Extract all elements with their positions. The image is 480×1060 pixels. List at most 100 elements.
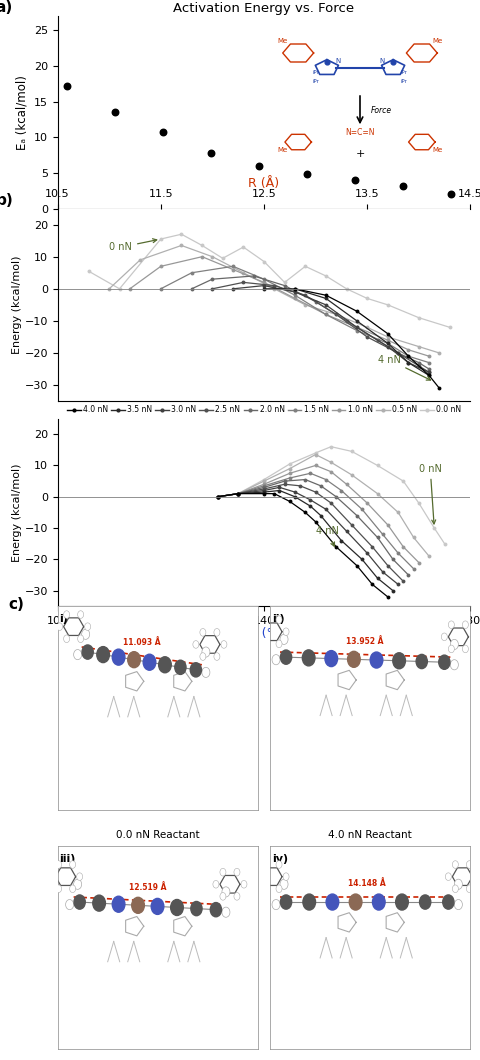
- Circle shape: [56, 861, 61, 868]
- Circle shape: [370, 652, 383, 668]
- Circle shape: [190, 662, 202, 677]
- Point: [399, 177, 407, 194]
- Text: 4 nN: 4 nN: [316, 527, 338, 546]
- Text: θ: θ: [113, 475, 117, 480]
- Text: iPr: iPr: [401, 78, 408, 84]
- Point: [303, 165, 311, 182]
- Text: R: R: [108, 447, 112, 454]
- Y-axis label: Energy (kcal/mol): Energy (kcal/mol): [12, 463, 22, 562]
- Text: 11.093 Å: 11.093 Å: [123, 638, 161, 647]
- Text: N: N: [336, 57, 340, 64]
- Circle shape: [210, 902, 221, 917]
- Circle shape: [276, 861, 282, 868]
- Text: iv): iv): [272, 853, 288, 864]
- Circle shape: [393, 653, 406, 669]
- Point: [389, 53, 397, 70]
- Point: [111, 104, 119, 121]
- Circle shape: [467, 861, 472, 868]
- Circle shape: [349, 894, 362, 911]
- Circle shape: [455, 900, 462, 909]
- Circle shape: [276, 640, 282, 648]
- Circle shape: [276, 616, 282, 623]
- Circle shape: [175, 660, 186, 674]
- Point: [255, 158, 263, 175]
- Circle shape: [84, 623, 91, 631]
- Circle shape: [143, 654, 156, 670]
- Circle shape: [325, 651, 337, 667]
- Circle shape: [452, 861, 458, 868]
- Circle shape: [73, 879, 82, 889]
- Circle shape: [82, 630, 90, 639]
- Text: iPr: iPr: [312, 78, 319, 84]
- Circle shape: [202, 647, 210, 657]
- Text: N: N: [94, 475, 99, 480]
- Circle shape: [234, 868, 240, 876]
- Circle shape: [450, 639, 458, 650]
- Text: i): i): [60, 614, 69, 624]
- Point: [323, 53, 331, 70]
- Circle shape: [128, 652, 140, 668]
- Circle shape: [56, 885, 61, 893]
- Circle shape: [441, 633, 447, 640]
- Text: iii): iii): [60, 853, 76, 864]
- Circle shape: [467, 885, 472, 893]
- Text: N=C=N: N=C=N: [345, 127, 375, 137]
- Text: Force: Force: [371, 106, 392, 116]
- Text: Me: Me: [152, 452, 161, 457]
- Text: iPr: iPr: [312, 70, 319, 75]
- Text: Me: Me: [432, 147, 443, 154]
- Circle shape: [283, 872, 289, 881]
- Text: 14.148 Å: 14.148 Å: [348, 879, 386, 888]
- Point: [63, 77, 71, 94]
- Circle shape: [220, 868, 226, 876]
- Circle shape: [158, 657, 171, 673]
- Circle shape: [439, 655, 450, 669]
- Circle shape: [78, 635, 84, 642]
- Text: N: N: [380, 57, 384, 64]
- Circle shape: [326, 894, 339, 911]
- Circle shape: [455, 879, 462, 889]
- Text: 0 nN: 0 nN: [109, 238, 156, 252]
- Text: c): c): [8, 598, 24, 613]
- Circle shape: [214, 653, 220, 660]
- Circle shape: [443, 895, 454, 909]
- Circle shape: [112, 896, 125, 913]
- Circle shape: [272, 900, 280, 909]
- Circle shape: [200, 629, 206, 636]
- Text: 12.519 Å: 12.519 Å: [129, 883, 167, 891]
- Circle shape: [462, 621, 468, 629]
- Circle shape: [445, 872, 451, 881]
- Y-axis label: Energy (kcal/mol): Energy (kcal/mol): [12, 255, 22, 354]
- Text: iPr: iPr: [401, 70, 408, 75]
- Circle shape: [97, 647, 109, 662]
- X-axis label: R (Å): R (Å): [249, 177, 279, 191]
- Title: Activation Energy vs. Force: Activation Energy vs. Force: [173, 2, 355, 15]
- Circle shape: [448, 621, 455, 629]
- Circle shape: [302, 650, 315, 666]
- Circle shape: [112, 649, 125, 665]
- Text: Me: Me: [432, 37, 443, 43]
- Text: Me: Me: [62, 452, 72, 457]
- Circle shape: [64, 611, 70, 618]
- Circle shape: [448, 646, 455, 653]
- Circle shape: [151, 899, 164, 915]
- Circle shape: [82, 644, 93, 659]
- Circle shape: [200, 653, 206, 660]
- Circle shape: [280, 650, 292, 665]
- Legend: 4.0 nN, 3.5 nN, 3.0 nN, 2.5 nN, 2.0 nN, 1.5 nN, 1.0 nN, 0.5 nN, 0.0 nN: 4.0 nN, 3.5 nN, 3.0 nN, 2.5 nN, 2.0 nN, …: [67, 405, 461, 414]
- Text: Pr: Pr: [105, 508, 109, 512]
- Text: Me: Me: [277, 37, 288, 43]
- Circle shape: [396, 894, 408, 911]
- Circle shape: [272, 655, 280, 665]
- Circle shape: [74, 895, 85, 909]
- Circle shape: [220, 893, 226, 900]
- Circle shape: [132, 898, 144, 914]
- Circle shape: [57, 623, 62, 631]
- Circle shape: [280, 895, 292, 909]
- Circle shape: [193, 640, 199, 649]
- Circle shape: [70, 861, 76, 868]
- Circle shape: [372, 894, 385, 911]
- Point: [207, 144, 215, 161]
- Circle shape: [191, 901, 202, 916]
- Circle shape: [416, 654, 427, 669]
